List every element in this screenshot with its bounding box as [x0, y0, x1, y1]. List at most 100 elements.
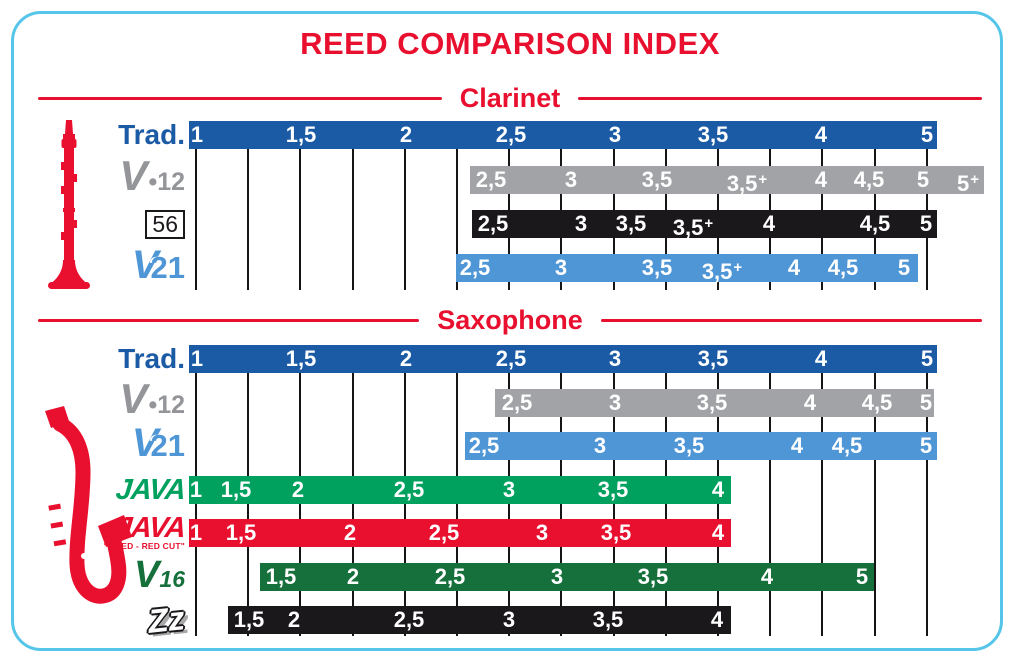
strength-value: 3: [608, 122, 622, 147]
strength-value: 5: [897, 255, 911, 280]
plus-sign: +: [704, 215, 714, 232]
strength-value: 3,5: [673, 433, 705, 458]
saxophone-java-red-cut-bar: 1 1,5 2 2,5 3 3,5 4: [189, 519, 731, 547]
strength-value: 3,5: [641, 255, 673, 280]
strength-value: 2,5: [434, 564, 466, 589]
v12-logo-text: V •12: [119, 152, 185, 199]
strength-value: 1: [190, 122, 204, 147]
v12-logo-rest: •12: [148, 168, 185, 196]
divider-line: [600, 318, 982, 322]
strength-value: 4: [762, 211, 776, 236]
strength-value: 5: [916, 167, 930, 192]
v12-logo-rest: •12: [148, 391, 185, 419]
gridline: [195, 122, 197, 290]
plus-sign: +: [758, 171, 768, 188]
strength-value: 3: [502, 607, 516, 632]
saxophone-section-title: Saxophone: [437, 304, 583, 335]
saxophone-trad-label: Trad.: [50, 343, 185, 374]
strength-value: 4: [803, 390, 817, 415]
v21-logo-text: V 21: [132, 423, 185, 464]
strength-value: 4: [814, 167, 828, 192]
gridline: [299, 122, 302, 290]
v21-logo-rest: 21: [150, 250, 185, 285]
saxophone-zz-bar: 1,5 2 2,5 3 3,5 4: [228, 606, 731, 634]
clarinet-v12-bar: 2,5 3 3,5 3,5+ 4 4,5 5 5+: [470, 166, 984, 196]
strength-value: 4,5: [831, 433, 863, 458]
clarinet-trad-label: Trad.: [50, 119, 185, 150]
clarinet-trad-bar: 1 1,5 2 2,5 3 3,5 4 5: [189, 121, 937, 149]
v16-logo-v: V: [134, 553, 160, 596]
java-logo-text: JAVA: [114, 474, 187, 506]
gridline: [612, 122, 615, 290]
strength-value: 2,5: [495, 346, 527, 371]
gridline: [403, 122, 406, 290]
divider-line: [38, 96, 442, 100]
strength-value: 2,5: [501, 390, 533, 415]
strength-value: 2: [343, 520, 357, 545]
strength-value: 4: [814, 346, 828, 371]
divider-line: [38, 318, 420, 322]
java-logo: JAVA: [114, 474, 187, 506]
gridline: [873, 346, 876, 636]
saxophone-zz-label: Zz: [50, 599, 187, 640]
gridline: [351, 122, 354, 290]
strength-value: 2,5: [475, 167, 507, 192]
strength-value: 3,5+: [701, 259, 743, 284]
gridline: [873, 122, 876, 290]
strength-value: 3: [502, 477, 516, 502]
strength-value: 3,5: [697, 346, 729, 371]
clarinet-56-label: 56: [50, 209, 185, 239]
gridline: [560, 122, 563, 290]
strength-value: 3: [554, 255, 568, 280]
strength-value: 4: [760, 564, 774, 589]
saxophone-section-header: Saxophone: [38, 304, 982, 335]
v16-logo-rest: 16: [159, 565, 185, 592]
strength-value: 5: [920, 346, 934, 371]
v21-logo-text: V 21: [132, 245, 185, 286]
clarinet-56-bar: 2,5 3 3,5 3,5+ 4 4,5 5: [472, 210, 937, 240]
strength-value: 5+: [956, 171, 980, 196]
gridline: [925, 346, 928, 636]
gridline: [508, 122, 511, 290]
java-red-cut-logo: JAVA "FILED - RED CUT": [104, 512, 187, 551]
v12-logo-v: V: [119, 152, 148, 199]
strength-value: 2: [346, 564, 360, 589]
strength-value: 5: [919, 390, 933, 415]
strength-value: 3,5: [641, 167, 673, 192]
strength-value: 3,5: [697, 122, 729, 147]
strength-value: 3,5: [592, 607, 624, 632]
strength-value: 2,5: [468, 433, 500, 458]
zz-logo-text: Zz: [146, 599, 187, 640]
saxophone-v12-bar: 2,5 3 3,5 4 4,5 5: [495, 389, 934, 417]
gridline: [821, 346, 824, 636]
strength-value: 3,5+: [726, 171, 768, 196]
v12-logo-v: V: [119, 375, 148, 422]
strength-value: 3,5: [696, 390, 728, 415]
strength-value: 3,5: [600, 520, 632, 545]
56-logo-text: 56: [145, 209, 185, 239]
saxophone-v16-bar: 1,5 2 2,5 3 3,5 4 5: [260, 563, 874, 591]
divider-line: [578, 96, 982, 100]
strength-value: 2,5: [477, 211, 509, 236]
plus-sign: +: [970, 171, 980, 188]
strength-value: 1,5: [225, 520, 257, 545]
gridline: [664, 122, 667, 290]
strength-value: 2,5: [459, 255, 491, 280]
java-logo-text: JAVA: [114, 512, 187, 544]
strength-value: 3: [608, 390, 622, 415]
strength-value: 3: [574, 211, 588, 236]
strength-value: 4: [787, 255, 801, 280]
clarinet-icon: [48, 120, 90, 289]
saxophone-java-red-cut-label: JAVA "FILED - RED CUT": [50, 512, 187, 551]
gridline: [821, 122, 824, 290]
gridline: [769, 346, 772, 636]
strength-value: 4,5: [861, 390, 893, 415]
trad-logo-text: Trad.: [118, 343, 185, 374]
strength-value: 1: [189, 520, 203, 545]
strength-value: 3: [550, 564, 564, 589]
page-title: REED COMPARISON INDEX: [300, 26, 720, 61]
strength-value: 3: [535, 520, 549, 545]
strength-value: 1: [189, 477, 203, 502]
strength-value: 5: [855, 564, 869, 589]
strength-value: 2,5: [393, 607, 425, 632]
